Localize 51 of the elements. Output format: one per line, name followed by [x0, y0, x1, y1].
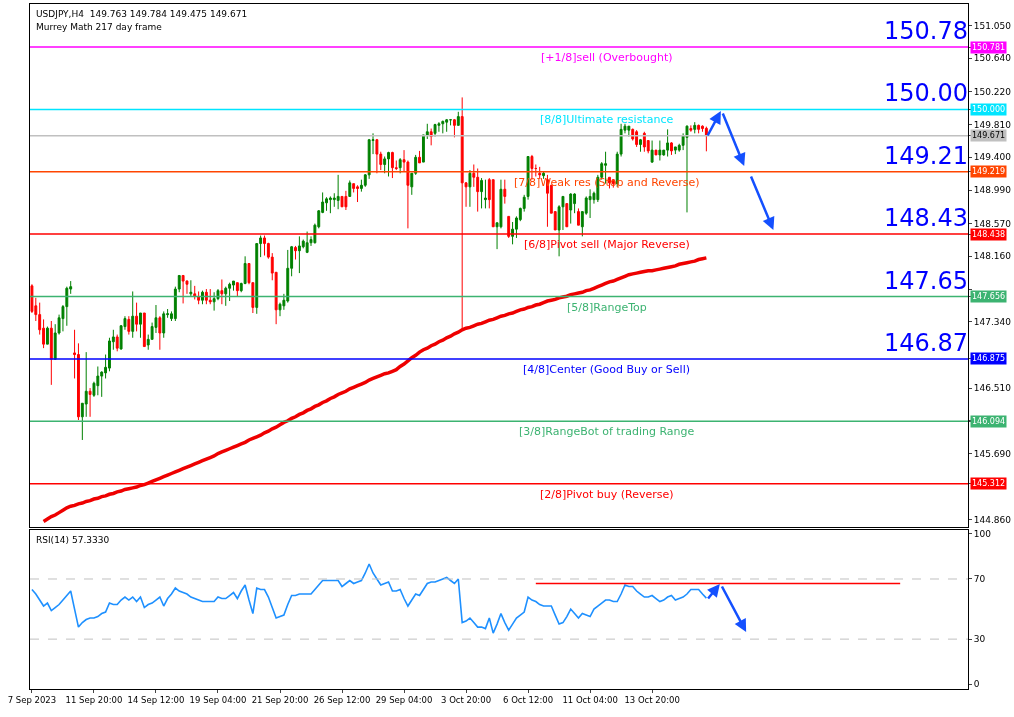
y-tick-label: 150.781: [972, 43, 1006, 52]
x-tick-label: 11 Oct 04:00: [562, 695, 618, 706]
ref-line-label: [2/8]Pivot buy (Reverse): [540, 488, 674, 501]
annotation: 148.43: [884, 204, 968, 232]
y-tick-label: 0: [973, 679, 980, 690]
text: RSI(14) 57.3330: [36, 535, 110, 545]
y-tick-label: 145.312: [972, 479, 1006, 488]
y-tick-label: 146.510: [973, 383, 1012, 394]
y-tick-label: 100: [973, 529, 992, 540]
x-tick-label: 26 Sep 12:00: [313, 695, 371, 706]
y-tick-label: 149.671: [972, 131, 1006, 140]
y-tick-label: 147.656: [972, 292, 1006, 301]
y-tick-label: 147.340: [973, 316, 1012, 327]
x-tick-label: 13 Oct 20:00: [624, 695, 680, 706]
ref-line-label: [+1/8]sell (Overbought): [541, 51, 673, 64]
x-tick-label: 21 Sep 20:00: [251, 695, 309, 706]
y-tick-label: 146.094: [972, 417, 1006, 426]
y-tick-label: 150.640: [973, 53, 1012, 64]
annotation: 146.87: [884, 329, 968, 357]
y-tick-label: 148.438: [972, 230, 1006, 239]
x-tick-label: 11 Sep 20:00: [65, 695, 123, 706]
y-tick-label: 70: [973, 574, 986, 585]
annotation: 150.78: [884, 17, 968, 45]
y-tick-label: 150.000: [972, 105, 1006, 114]
y-tick-label: 145.690: [973, 448, 1012, 459]
y-tick-label: 149.810: [973, 119, 1012, 130]
y-tick-label: 149.400: [973, 152, 1012, 163]
y-tick-label: 148.160: [973, 251, 1012, 262]
ref-line-label: [3/8]RangeBot of trading Range: [519, 425, 695, 438]
annotation: 147.65: [884, 267, 968, 295]
y-tick-label: 144.860: [973, 514, 1012, 525]
y-tick-label: 149.219: [972, 167, 1006, 176]
y-tick-label: 151.050: [973, 20, 1012, 31]
x-tick-label: 29 Sep 04:00: [375, 695, 433, 706]
x-tick-label: 19 Sep 04:00: [189, 695, 247, 706]
x-tick-label: 14 Sep 12:00: [127, 695, 185, 706]
y-tick-label: 148.570: [973, 218, 1012, 229]
ref-line-label: [5/8]RangeTop: [567, 301, 647, 314]
y-tick-label: 150.220: [973, 86, 1012, 97]
x-tick-label: 7 Sep 2023: [7, 695, 57, 706]
text: Murrey Math 217 day frame: [36, 22, 163, 32]
x-tick-label: 6 Oct 12:00: [503, 695, 554, 706]
y-tick-label: 146.875: [972, 354, 1006, 363]
annotation: 150.00: [884, 79, 968, 107]
ref-line-label: [4/8]Center (Good Buy or Sell): [523, 363, 690, 376]
x-tick-label: 3 Oct 20:00: [441, 695, 492, 706]
y-tick-label: 30: [973, 634, 986, 645]
text: USDJPY,H4 149.763 149.784 149.475 149.671: [36, 9, 248, 19]
annotation: 149.21: [884, 142, 968, 170]
ref-line-label: [8/8]Ultimate resistance: [540, 113, 674, 126]
y-tick-label: 148.990: [973, 185, 1012, 196]
